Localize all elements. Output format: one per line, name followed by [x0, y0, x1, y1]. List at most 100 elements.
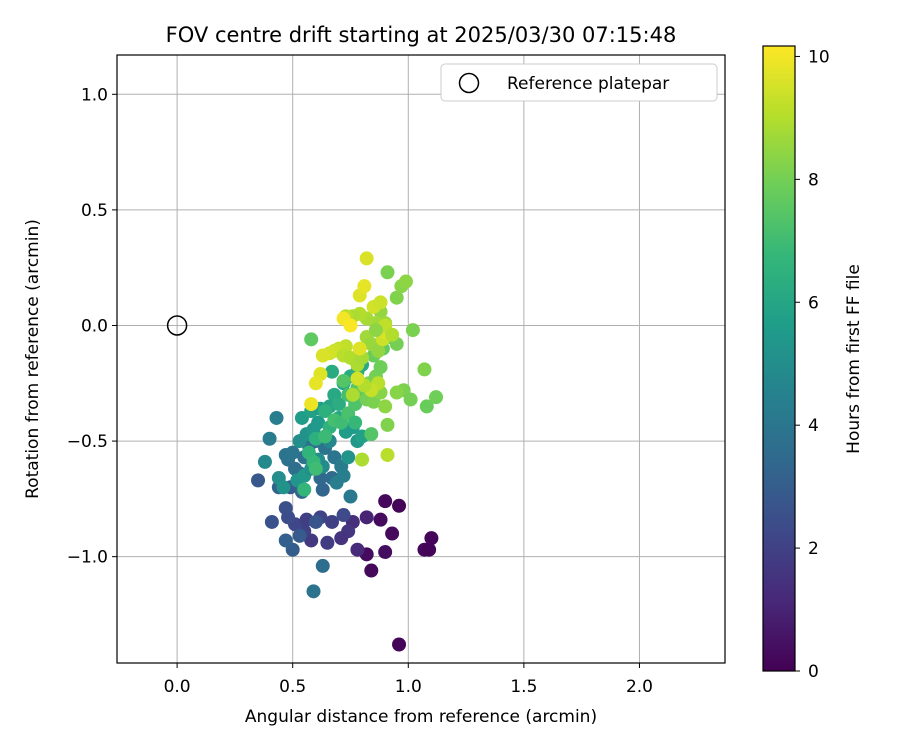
data-point — [336, 468, 351, 483]
chart-title: FOV centre drift starting at 2025/03/30 … — [166, 23, 677, 47]
colorbar-tick-label: 6 — [808, 293, 819, 313]
data-point — [341, 450, 356, 465]
data-point — [318, 429, 333, 444]
x-axis-ticks: 0.0 0.5 1.0 1.5 2.0 — [164, 663, 653, 697]
data-point — [385, 327, 400, 342]
data-point — [324, 364, 339, 379]
data-point — [385, 526, 400, 541]
data-point — [308, 514, 323, 529]
data-point — [392, 637, 407, 652]
colorbar-tick-label: 4 — [808, 416, 819, 436]
data-point — [334, 531, 349, 546]
data-point — [429, 390, 444, 405]
x-axis-label: Angular distance from reference (arcmin) — [245, 707, 597, 727]
legend-box — [440, 63, 718, 102]
data-point — [308, 376, 323, 391]
data-point — [357, 279, 372, 294]
data-point — [331, 397, 346, 412]
y-tick-label: −1.0 — [67, 548, 108, 568]
data-point — [311, 415, 326, 430]
data-point — [405, 323, 420, 338]
data-point — [350, 371, 365, 386]
x-tick-label: 0.0 — [164, 677, 191, 697]
data-point — [380, 265, 395, 280]
data-point — [389, 385, 404, 400]
data-point — [336, 373, 351, 388]
data-point — [285, 445, 300, 460]
data-point — [292, 528, 307, 543]
legend-marker — [458, 72, 480, 94]
data-point — [389, 290, 404, 305]
data-point — [359, 251, 374, 266]
data-point — [371, 343, 386, 358]
data-point — [380, 417, 395, 432]
data-point — [424, 531, 439, 546]
legend: Reference platepar — [440, 63, 718, 102]
y-tick-label: −0.5 — [67, 432, 108, 452]
data-point — [419, 399, 434, 414]
data-point — [278, 533, 293, 548]
data-point — [352, 341, 367, 356]
data-point — [359, 510, 374, 525]
data-point — [417, 362, 432, 377]
data-point — [373, 295, 388, 310]
data-point — [324, 514, 339, 529]
data-point — [355, 452, 370, 467]
data-point — [306, 584, 321, 599]
data-point — [373, 512, 388, 527]
data-point — [368, 323, 383, 338]
y-tick-label: 0.5 — [81, 201, 108, 221]
y-axis-ticks: 1.0 0.5 0.0 −0.5 −1.0 — [67, 85, 117, 568]
data-point — [398, 274, 413, 289]
colorbar-label: Hours from first FF file — [844, 264, 864, 454]
data-point — [343, 318, 358, 333]
data-point — [262, 431, 277, 446]
data-point — [336, 508, 351, 523]
data-point — [308, 461, 323, 476]
x-tick-label: 1.5 — [510, 677, 537, 697]
grid — [117, 55, 725, 663]
data-point — [304, 332, 319, 347]
x-tick-label: 2.0 — [626, 677, 653, 697]
colorbar-tick-label: 8 — [808, 170, 819, 190]
data-point — [251, 473, 266, 488]
data-point — [269, 410, 284, 425]
reference-marker-group — [166, 315, 188, 336]
data-point — [348, 415, 363, 430]
data-point — [373, 360, 388, 375]
plot-frame — [116, 54, 726, 664]
data-point — [315, 348, 330, 363]
data-point — [297, 482, 312, 497]
data-point — [364, 563, 379, 578]
data-point — [345, 387, 360, 402]
data-point — [378, 399, 393, 414]
data-point — [350, 542, 365, 557]
data-point — [257, 454, 272, 469]
data-point — [315, 558, 330, 573]
data-point — [403, 392, 418, 407]
colorbar — [762, 45, 796, 672]
x-tick-label: 0.5 — [279, 677, 306, 697]
x-tick-label: 1.0 — [395, 677, 422, 697]
data-point — [264, 514, 279, 529]
data-point — [304, 397, 319, 412]
colorbar-tick-label: 0 — [808, 662, 819, 682]
y-tick-label: 1.0 — [81, 85, 108, 105]
data-point — [392, 498, 407, 513]
colorbar-tick-label: 10 — [808, 47, 830, 67]
data-point — [315, 482, 330, 497]
data-point — [364, 427, 379, 442]
colorbar-ticks: 0 2 4 6 8 10 — [795, 47, 830, 682]
data-point — [380, 447, 395, 462]
data-point — [378, 494, 393, 509]
data-point — [278, 501, 293, 516]
y-axis-label: Rotation from reference (arcmin) — [23, 219, 43, 499]
data-point — [320, 535, 335, 550]
data-point — [318, 404, 333, 419]
y-tick-label: 0.0 — [81, 316, 108, 336]
reference-point-marker — [166, 315, 188, 336]
data-point — [422, 542, 437, 557]
data-point — [276, 480, 291, 495]
